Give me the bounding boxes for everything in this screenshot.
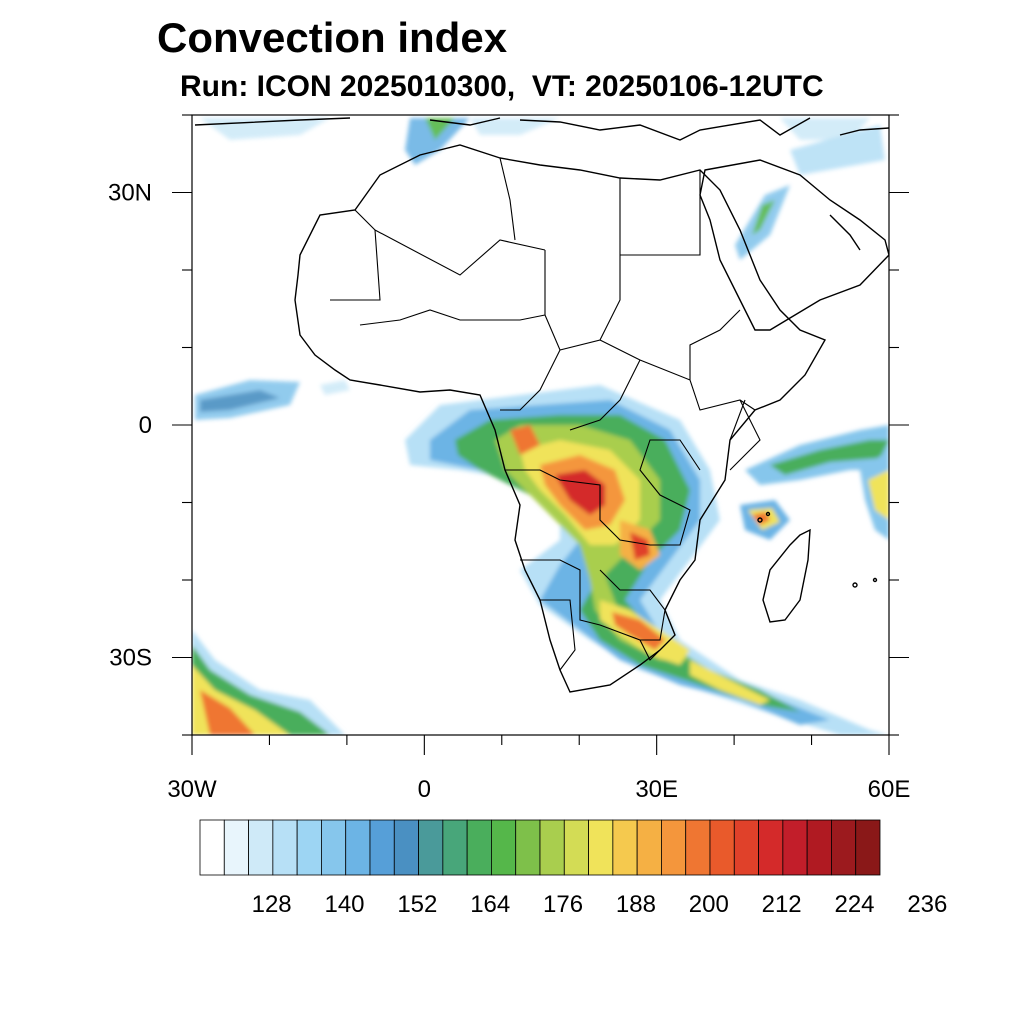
colorbar-swatch xyxy=(539,819,565,876)
lon-tick-label: 0 xyxy=(418,776,431,803)
colorbar-swatch xyxy=(612,819,638,876)
chart-subtitle: Run: ICON 2025010300, VT: 20250106-12UTC xyxy=(180,70,824,103)
colorbar-swatch xyxy=(442,819,468,876)
colorbar-label: 152 xyxy=(397,891,437,918)
coastlines xyxy=(194,117,889,693)
colorbar-swatch xyxy=(831,819,857,876)
colorbar-label: 224 xyxy=(834,891,874,918)
colorbar-swatch xyxy=(248,819,274,876)
lat-tick-label: 30S xyxy=(109,645,152,672)
colorbar-label: 164 xyxy=(470,891,510,918)
colorbar-swatch xyxy=(491,819,517,876)
colorbar-swatch xyxy=(782,819,808,876)
colorbar-swatch xyxy=(369,819,395,876)
colorbar-swatch xyxy=(806,819,832,876)
colorbar-label: 188 xyxy=(616,891,656,918)
colorbar-label: 200 xyxy=(689,891,729,918)
colorbar-label: 128 xyxy=(252,891,292,918)
lon-tick-label: 60E xyxy=(868,776,911,803)
colorbar-swatch xyxy=(685,819,711,876)
colorbar-swatch xyxy=(758,819,784,876)
colorbar-swatch xyxy=(272,819,298,876)
colorbar-label: 140 xyxy=(324,891,364,918)
axis-ticks xyxy=(172,114,909,755)
colorbar-label: 236 xyxy=(907,891,947,918)
colorbar-label: 212 xyxy=(762,891,802,918)
colorbar-swatch xyxy=(466,819,492,876)
axis-labels: 30N 0 30S 30W 0 30E 60E xyxy=(108,180,910,804)
colorbar-swatch xyxy=(661,819,687,876)
colorbar-label: 176 xyxy=(543,891,583,918)
colorbar-swatch xyxy=(588,819,614,876)
country-borders xyxy=(330,157,761,671)
colorbar-swatch xyxy=(855,819,881,876)
chart-title: Convection index xyxy=(157,14,508,61)
colorbar-swatch xyxy=(515,819,541,876)
colorbar-swatch xyxy=(636,819,662,876)
colorbar-swatch xyxy=(199,819,225,876)
lat-tick-label: 0 xyxy=(139,412,152,439)
colorbar-swatch xyxy=(733,819,759,876)
colorbar-swatch xyxy=(393,819,419,876)
colorbar-swatch xyxy=(223,819,249,876)
colorbar xyxy=(199,819,881,876)
colorbar-swatch xyxy=(321,819,347,876)
colorbar-swatch xyxy=(345,819,371,876)
lat-tick-label: 30N xyxy=(108,180,152,207)
colorbar-swatch xyxy=(563,819,589,876)
lon-tick-label: 30W xyxy=(167,776,217,803)
colorbar-swatch xyxy=(418,819,444,876)
lon-tick-label: 30E xyxy=(635,776,678,803)
colorbar-swatch xyxy=(709,819,735,876)
colorbar-swatch xyxy=(296,819,322,876)
convection-field xyxy=(192,118,889,735)
colorbar-labels: 128 140 152 164 176 188 200 212 224 236 xyxy=(252,891,948,918)
